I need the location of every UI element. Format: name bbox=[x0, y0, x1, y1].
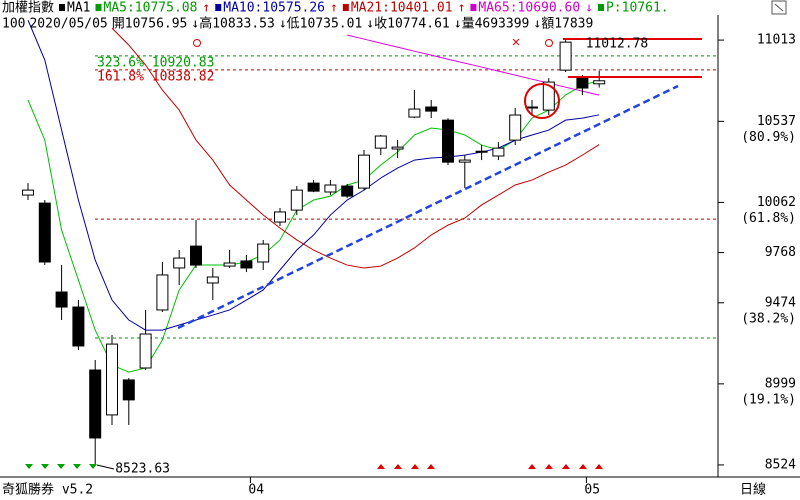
y-tick-label: 11013 bbox=[757, 33, 796, 48]
candle-body bbox=[526, 106, 538, 109]
candle-body bbox=[425, 106, 438, 112]
quote-item: ↓收10774.61 bbox=[366, 17, 449, 32]
candle-body bbox=[509, 114, 522, 141]
candle-body bbox=[38, 202, 51, 263]
candle-body bbox=[475, 150, 488, 153]
signal-marker bbox=[512, 38, 520, 46]
candle-body bbox=[576, 77, 589, 89]
legend-item: MA21:10401.01 bbox=[351, 1, 453, 16]
candle-body bbox=[257, 243, 270, 263]
legend-marker bbox=[470, 4, 477, 11]
candle-body bbox=[72, 306, 85, 347]
icon-line bbox=[774, 3, 784, 12]
legend-item: MA1 bbox=[67, 1, 90, 16]
candle-body bbox=[542, 81, 555, 111]
candle-body bbox=[307, 182, 320, 192]
candle-body bbox=[458, 159, 471, 163]
candle-body bbox=[106, 343, 118, 416]
legend-item: P:10761. bbox=[606, 1, 669, 16]
y-tick-label: 8524 bbox=[765, 457, 796, 472]
trend-line bbox=[177, 84, 679, 330]
y-tick-label: 8999 bbox=[765, 376, 796, 391]
quote-item: ↓低10735.01 bbox=[279, 17, 362, 32]
level-label: 161.8% 10838.82 bbox=[97, 69, 214, 84]
candle-body bbox=[559, 41, 572, 71]
ma-line bbox=[27, 19, 600, 331]
candle-body bbox=[391, 146, 404, 150]
quote-item: 2020/05/05 bbox=[29, 17, 107, 32]
candle-body bbox=[139, 333, 152, 369]
y-tick-label: 9768 bbox=[765, 245, 796, 260]
ma-line bbox=[111, 27, 600, 269]
y-tick-note: (19.1%) bbox=[741, 392, 796, 407]
candle-body bbox=[206, 276, 219, 284]
x-tick-label: 05 bbox=[584, 483, 600, 498]
legend-item: 加權指數 bbox=[2, 1, 54, 16]
candle-body bbox=[290, 189, 303, 211]
candle-body bbox=[408, 108, 421, 118]
candle-body bbox=[89, 369, 102, 439]
quote-item: ↓高10833.53 bbox=[191, 16, 274, 32]
legend-item: ↑ bbox=[330, 1, 338, 16]
legend-item: MA5:10775.08 bbox=[104, 1, 198, 16]
candle-body bbox=[593, 80, 606, 85]
quote-item: ↓量4693399 bbox=[454, 17, 530, 32]
legend-marker bbox=[597, 4, 604, 11]
candle-body bbox=[223, 262, 236, 267]
ma-line bbox=[347, 34, 600, 96]
candle-body bbox=[492, 147, 505, 157]
candle-body bbox=[240, 260, 253, 269]
legend-marker bbox=[95, 4, 102, 11]
y-tick-note: (80.9%) bbox=[741, 130, 796, 145]
period[interactable]: 日線 bbox=[740, 482, 766, 498]
candle-body bbox=[122, 379, 135, 401]
quote-item: ↓額17839 bbox=[533, 17, 593, 32]
level-label: 323.6% 10920.83 bbox=[97, 55, 214, 70]
sell-markers bbox=[377, 464, 603, 469]
legend-item: MA10:10575.26 bbox=[223, 1, 325, 16]
candle-body bbox=[374, 135, 387, 149]
buy-markers bbox=[25, 464, 97, 469]
candle-body bbox=[341, 185, 354, 197]
y-tick-note: (38.2%) bbox=[741, 311, 796, 326]
quote-item: 100 bbox=[2, 17, 25, 32]
y-tick-label: 9474 bbox=[765, 295, 796, 310]
legend-marker bbox=[342, 4, 349, 11]
price-annotation: 8523.63 bbox=[115, 461, 170, 476]
signal-marker bbox=[545, 39, 553, 47]
candle-body bbox=[173, 257, 186, 269]
legend-item: MA65:10690.60 bbox=[478, 1, 580, 16]
candle-body bbox=[22, 189, 34, 196]
candle-body bbox=[442, 119, 454, 163]
plot-area bbox=[22, 19, 718, 465]
candle-body bbox=[358, 154, 370, 189]
highlight-circle bbox=[524, 83, 560, 119]
candle-body bbox=[156, 274, 169, 311]
candle-body bbox=[274, 211, 286, 223]
y-tick-label: 10537 bbox=[757, 114, 796, 129]
price-annotation: 11012.78 bbox=[586, 37, 649, 52]
quote-item: 開10756.95 bbox=[112, 17, 188, 32]
y-tick-note: (61.8%) bbox=[741, 211, 796, 226]
legend-marker bbox=[59, 4, 66, 11]
candle-body bbox=[324, 184, 337, 193]
y-tick-label: 10062 bbox=[757, 195, 796, 210]
signal-marker bbox=[193, 39, 201, 47]
legend-marker bbox=[215, 4, 222, 11]
x-tick-label: 04 bbox=[248, 483, 264, 498]
legend-item: ↑ bbox=[202, 1, 210, 16]
legend-item: ↑ bbox=[458, 1, 466, 16]
leader-line bbox=[96, 464, 115, 470]
legend-item: ↓ bbox=[585, 1, 593, 16]
candle-body bbox=[190, 245, 202, 266]
candle-body bbox=[55, 291, 68, 308]
brand: 奇狐勝券 v5.2 bbox=[2, 482, 93, 498]
ma-line bbox=[27, 80, 600, 373]
